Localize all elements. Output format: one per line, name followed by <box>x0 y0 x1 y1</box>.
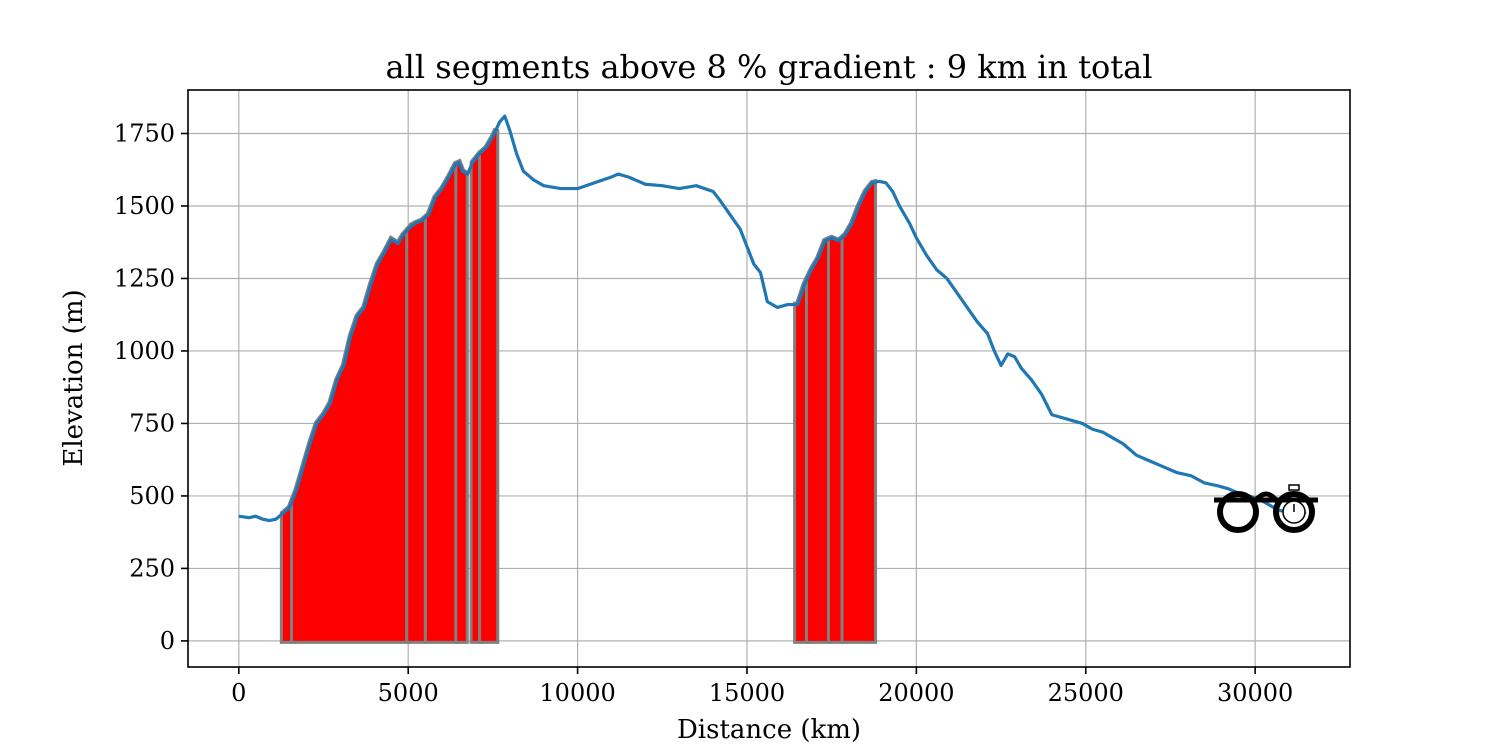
chart-title: all segments above 8 % gradient : 9 km i… <box>386 48 1153 86</box>
steep-segment-fill <box>408 216 427 641</box>
x-tick-label: 0 <box>231 679 246 707</box>
elevation-series <box>238 114 1307 523</box>
steep-segment-fill <box>457 162 466 641</box>
steep-segments <box>279 127 878 644</box>
steep-segment-fill <box>807 239 829 641</box>
steep-segment-fill <box>481 129 497 641</box>
x-tick-label: 10000 <box>539 679 615 707</box>
y-tick-label: 0 <box>160 627 175 655</box>
axis-ticks: 0 5000 10000 15000 20000 25000 30000 0 250 500 750… <box>114 119 1293 707</box>
x-tick-label: 15000 <box>709 679 785 707</box>
y-tick-label: 250 <box>129 554 175 582</box>
steep-segment-fill <box>829 236 844 641</box>
x-tick-label: 20000 <box>878 679 954 707</box>
y-tick-label: 500 <box>129 482 175 510</box>
y-tick-label: 1000 <box>114 337 175 365</box>
steep-segment-fill <box>843 182 875 641</box>
x-tick-label: 25000 <box>1048 679 1124 707</box>
elevation-line <box>238 114 1307 523</box>
y-tick-label: 1500 <box>114 192 175 220</box>
x-tick-label: 5000 <box>378 679 439 707</box>
steep-segment-fill <box>293 229 409 641</box>
plot-frame <box>187 89 1351 668</box>
y-tick-label: 1750 <box>114 119 175 147</box>
x-tick-label: 30000 <box>1217 679 1293 707</box>
steep-segment-fill <box>426 163 458 641</box>
y-axis-label: Elevation (m) <box>59 289 89 466</box>
x-axis-label: Distance (km) <box>677 715 861 745</box>
y-tick-label: 750 <box>129 409 175 437</box>
bicycle-icon <box>1214 484 1318 533</box>
y-tick-label: 1250 <box>114 264 175 292</box>
